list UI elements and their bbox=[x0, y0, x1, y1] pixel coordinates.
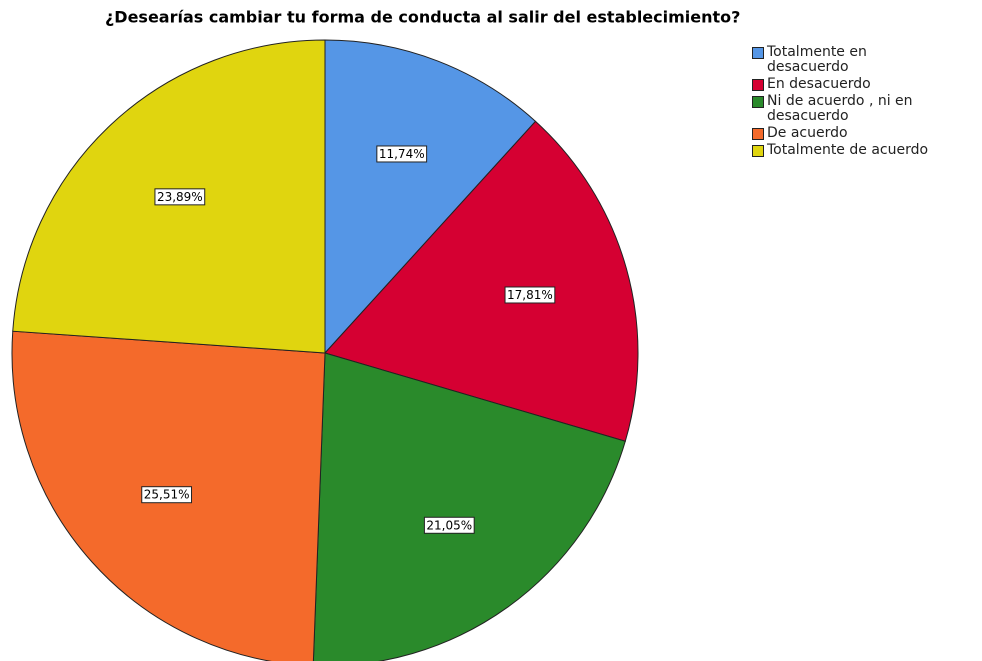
value-label: 21,05% bbox=[426, 518, 472, 532]
legend-item: En desacuerdo bbox=[752, 77, 962, 92]
legend-swatch bbox=[752, 47, 764, 59]
legend-label: Totalmente de acuerdo bbox=[767, 142, 929, 158]
legend-label: Ni de acuerdo , ni en desacuerdo bbox=[767, 93, 913, 124]
legend-label: Totalmente en desacuerdo bbox=[767, 44, 867, 75]
legend-item: Totalmente de acuerdo bbox=[752, 143, 962, 158]
chart-title: ¿Desearías cambiar tu forma de conducta … bbox=[105, 8, 740, 27]
value-label-box bbox=[504, 286, 556, 304]
pie-slice bbox=[324, 39, 537, 355]
value-label-box bbox=[154, 188, 206, 206]
legend-item: Totalmente en desacuerdo bbox=[752, 45, 962, 75]
value-label: 23,89% bbox=[157, 190, 203, 204]
pie bbox=[11, 39, 639, 661]
legend-item: De acuerdo bbox=[752, 126, 962, 141]
legend-swatch bbox=[752, 145, 764, 157]
value-label-box bbox=[376, 145, 428, 163]
legend-label: De acuerdo bbox=[767, 125, 848, 141]
legend-swatch bbox=[752, 79, 764, 91]
value-label-box bbox=[141, 486, 193, 504]
pie-slice bbox=[324, 120, 639, 442]
pie-slice bbox=[312, 352, 626, 661]
legend-swatch bbox=[752, 128, 764, 140]
value-label: 25,51% bbox=[144, 488, 190, 502]
legend-label: En desacuerdo bbox=[767, 76, 871, 92]
value-label: 17,81% bbox=[507, 288, 553, 302]
legend-item: Ni de acuerdo , ni en desacuerdo bbox=[752, 94, 962, 124]
value-label: 11,74% bbox=[379, 147, 425, 161]
legend: Totalmente en desacuerdo En desacuerdo Ni … bbox=[752, 45, 962, 160]
value-labels: 11,74% 17,81% 21,05% 25,51% 23,89% bbox=[141, 145, 556, 534]
value-label-box bbox=[423, 516, 475, 534]
legend-swatch bbox=[752, 96, 764, 108]
